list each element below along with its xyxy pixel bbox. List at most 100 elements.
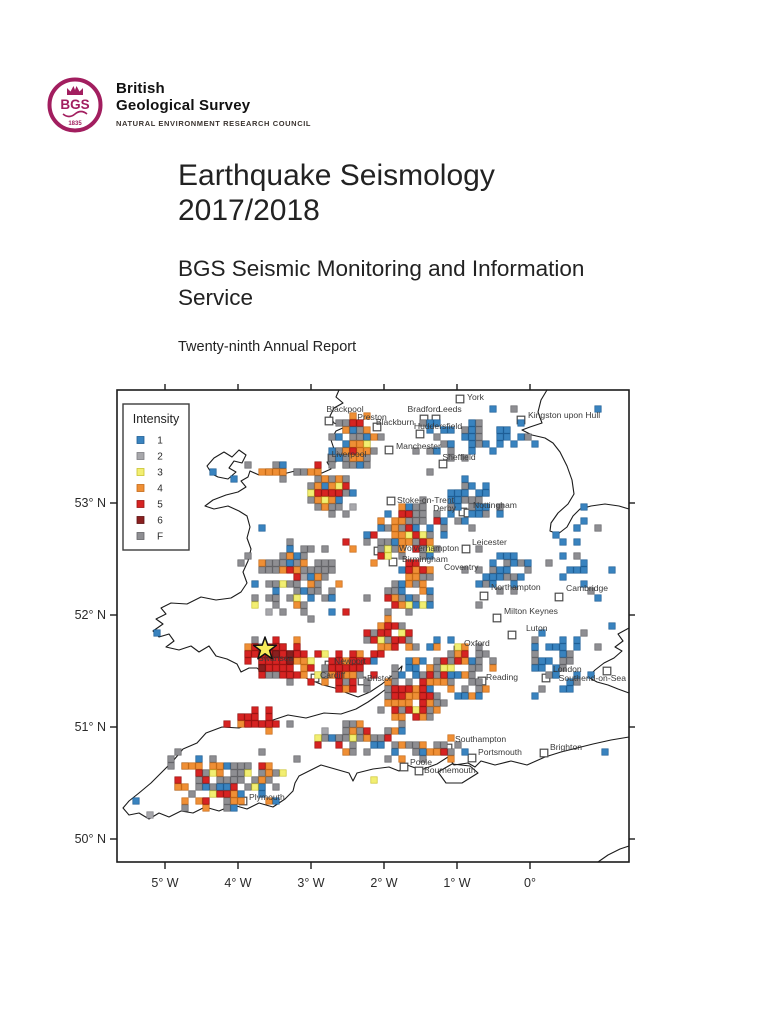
data-point <box>391 643 399 651</box>
city-label: Northampton <box>491 582 541 592</box>
data-point <box>398 503 406 511</box>
data-point <box>286 671 294 679</box>
data-point <box>314 496 322 504</box>
coastline <box>122 389 630 863</box>
data-point <box>461 566 469 574</box>
data-point <box>216 790 224 798</box>
data-point <box>335 475 343 483</box>
data-point <box>398 720 406 728</box>
data-point <box>412 706 420 714</box>
data-point <box>272 580 280 588</box>
title-line2: 2017/2018 <box>178 194 320 227</box>
data-point <box>433 671 441 679</box>
data-point <box>461 454 469 462</box>
data-point <box>454 741 462 749</box>
data-point <box>209 783 217 791</box>
data-point <box>286 594 294 602</box>
data-point <box>216 776 224 784</box>
data-point <box>461 482 469 490</box>
city-marker <box>324 416 334 426</box>
data-point <box>405 559 413 567</box>
data-point <box>496 510 504 518</box>
data-point <box>181 804 189 812</box>
city-label: Huddersfield <box>414 421 462 431</box>
badge-year: 1835 <box>68 121 82 127</box>
data-point <box>272 461 280 469</box>
data-point <box>384 545 392 553</box>
data-point <box>433 545 441 553</box>
data-point <box>286 545 294 553</box>
data-point <box>482 573 490 581</box>
data-point <box>545 671 553 679</box>
legend-swatch <box>136 436 145 444</box>
data-point <box>454 657 462 665</box>
map-frame <box>116 389 630 863</box>
data-point <box>321 671 329 679</box>
data-point <box>461 650 469 658</box>
data-point <box>419 552 427 560</box>
data-point <box>419 496 427 504</box>
data-point <box>398 601 406 609</box>
data-point <box>433 706 441 714</box>
data-point <box>349 412 357 420</box>
data-point <box>482 650 490 658</box>
data-point <box>265 706 273 714</box>
data-point <box>314 573 322 581</box>
data-point <box>293 636 301 644</box>
data-point <box>496 552 504 560</box>
data-point <box>230 804 238 812</box>
page-title: Earthquake Seismology 2017/2018 <box>178 158 698 228</box>
data-point <box>321 734 329 742</box>
data-point <box>587 671 595 679</box>
data-point <box>342 748 350 756</box>
x-tick-label: 4° W <box>224 876 251 890</box>
data-point <box>398 594 406 602</box>
data-point <box>293 580 301 588</box>
city-label: Derby <box>433 503 457 513</box>
data-point <box>419 419 427 427</box>
data-point <box>230 790 238 798</box>
data-point <box>328 503 336 511</box>
data-point <box>461 489 469 497</box>
data-point <box>328 482 336 490</box>
data-point <box>349 461 357 469</box>
city-label: Coventry <box>444 562 479 572</box>
city-marker <box>455 394 465 404</box>
legend-label: 3 <box>157 468 163 479</box>
data-point <box>384 692 392 700</box>
data-point <box>412 566 420 574</box>
data-point <box>349 545 357 553</box>
data-point <box>335 580 343 588</box>
data-point <box>167 762 175 770</box>
data-point <box>223 790 231 798</box>
data-point <box>447 510 455 518</box>
data-point <box>356 440 364 448</box>
data-point <box>398 699 406 707</box>
data-point <box>195 762 203 770</box>
data-point <box>433 657 441 665</box>
data-point <box>342 454 350 462</box>
data-point <box>363 447 371 455</box>
data-point <box>363 426 371 434</box>
data-point <box>426 664 434 672</box>
data-point <box>559 636 567 644</box>
data-point <box>286 650 294 658</box>
data-point <box>482 440 490 448</box>
data-point <box>244 783 252 791</box>
data-point <box>419 503 427 511</box>
data-point <box>363 538 371 546</box>
data-point <box>580 503 588 511</box>
data-point <box>237 762 245 770</box>
data-point <box>202 769 210 777</box>
data-point <box>272 720 280 728</box>
data-point <box>202 776 210 784</box>
data-point <box>412 713 420 721</box>
data-point <box>510 552 518 560</box>
data-point <box>426 748 434 756</box>
data-point <box>503 552 511 560</box>
data-point <box>335 734 343 742</box>
data-point <box>482 510 490 518</box>
data-point <box>405 629 413 637</box>
data-point <box>223 776 231 784</box>
data-point <box>398 685 406 693</box>
